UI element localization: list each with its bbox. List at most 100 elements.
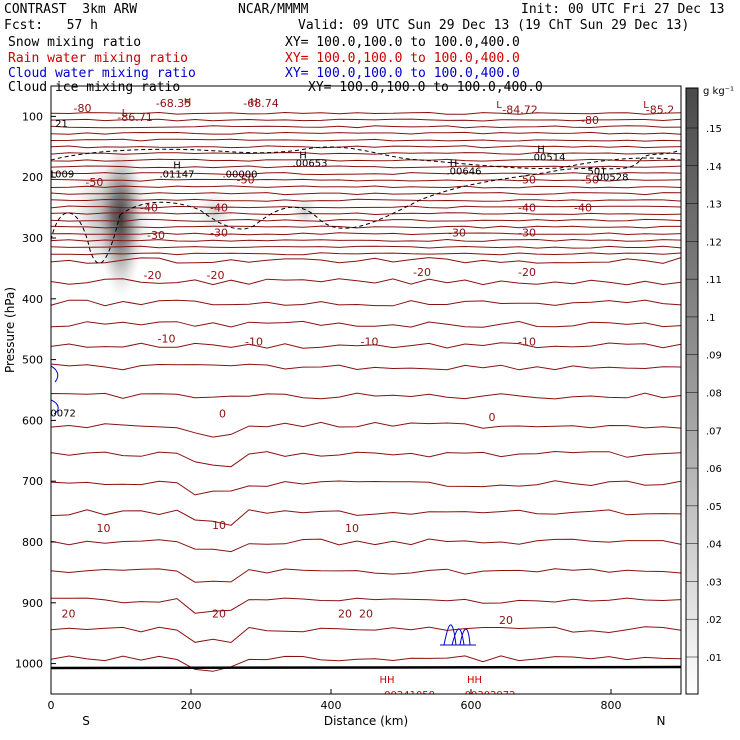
temperature-contour-label: 0: [489, 411, 496, 424]
temperature-contour-line: [51, 278, 681, 286]
temperature-contour-label: -40: [140, 202, 158, 215]
contour-labels: -80 -68.35 -68.74 -86.71 -84.72 -80 -85.2 -50 -5…: [51, 97, 674, 701]
temperature-contour-label: -20: [144, 269, 162, 282]
temperature-contour-label: -50: [581, 174, 599, 187]
cloud-water-contour-bottom: [440, 624, 476, 646]
colorbar-tick-label: .04: [706, 540, 722, 551]
extremum-label: 501: [587, 167, 606, 178]
cloud-ice-contour: [51, 146, 681, 264]
temperature-contours: [51, 111, 681, 672]
colorbar-tick-label: .02: [706, 615, 722, 626]
y-tick-label: 500: [22, 354, 43, 367]
temperature-contour-line: [51, 158, 681, 162]
extremum-label: .00514: [531, 153, 566, 164]
colorbar-tick-label: .09: [706, 351, 722, 362]
temperature-contour-label: -80: [74, 102, 92, 115]
temperature-contour-label: -50: [518, 174, 536, 187]
colorbar-ramp: [685, 87, 699, 695]
temperature-contour-line: [51, 538, 681, 553]
extremum-label: H: [450, 159, 458, 170]
temperature-contour-line: [51, 238, 681, 242]
y-tick-label: 800: [22, 536, 43, 549]
temperature-contour-line: [51, 626, 681, 644]
temperature-contour-label: -50: [85, 176, 103, 189]
temperature-contour-label: -20: [413, 266, 431, 279]
temperature-contour-line: [51, 138, 681, 142]
y-tick-label: 700: [22, 475, 43, 488]
temperature-contour-line: [51, 245, 681, 249]
colorbar-tick-label: .13: [706, 200, 722, 211]
temperature-contour-label: -68.35: [156, 97, 191, 110]
temperature-contour-label: 10: [97, 522, 111, 535]
plot-area: -80 -68.35 -68.74 -86.71 -84.72 -80 -85.2 -50 -5…: [51, 97, 681, 701]
temperature-contour-line: [51, 111, 681, 115]
colorbar-ticks: .15 .14 .13 .12 .11 .1 .09 .08 .07 .06 .05 .04 .03 .0…: [686, 124, 722, 664]
extremum-label: .00302972: [461, 690, 515, 701]
legend-cloudwater-xy: XY= 100.0,100.0 to 100.0,400.0: [285, 66, 520, 81]
temperature-contour-line: [51, 172, 681, 176]
extremum-label: L: [643, 100, 649, 111]
legend-cloudwater-label: Cloud water mixing ratio: [8, 66, 196, 81]
temperature-contour-line: [51, 597, 681, 614]
temperature-contour-line: [51, 320, 681, 328]
legend-cloudice-xy: XY= 100.0,100.0 to 100.0,400.0: [308, 80, 543, 95]
legend-snow-label: Snow mixing ratio: [8, 35, 142, 50]
temperature-contour-label: -85.2: [646, 104, 674, 117]
temperature-contour-line: [51, 252, 681, 256]
temperature-contour-line: [51, 151, 681, 155]
temperature-contour-label: 0: [219, 408, 226, 421]
legend-xy-top: XY= 100.0,100.0 to 100.0,400.0: [285, 35, 520, 50]
temperature-contour-line: [51, 363, 681, 371]
temperature-contour-label: -50: [237, 174, 255, 187]
temperature-contour-line: [51, 212, 681, 216]
colorbar-tick-label: .01: [706, 653, 722, 664]
temperature-contour-line: [51, 145, 681, 149]
colorbar-tick-label: .12: [706, 237, 722, 248]
temperature-contour-label: -20: [518, 266, 536, 279]
legend-rain-label: Rain water mixing ratio: [8, 51, 189, 66]
temperature-contour-label: -68.74: [243, 97, 278, 110]
legend-cloudice-label: Cloud ice mixing ratio: [8, 80, 181, 95]
temperature-contour-line: [51, 568, 681, 583]
temperature-contour-line: [51, 509, 681, 526]
x-tick-label: 400: [321, 699, 342, 712]
snow-shading-weak-2: [291, 194, 319, 230]
colorbar-tick-label: .11: [706, 275, 722, 286]
extremum-label: .00646: [447, 167, 482, 178]
plot-frame: [50, 85, 682, 695]
temperature-contour-line: [51, 178, 681, 182]
temperature-contour-label: 20: [62, 608, 76, 621]
y-tick-label: 1000: [15, 658, 43, 671]
temperature-contour-line: [51, 480, 681, 496]
y-tick-label: 900: [22, 597, 43, 610]
temperature-contour-line: [51, 225, 681, 229]
y-tick-label: 100: [22, 110, 43, 123]
temperature-contour-label: -30: [518, 227, 536, 240]
ground-line: [51, 665, 681, 670]
temperature-contour-label: -30: [210, 227, 228, 240]
extremum-label: HH: [379, 675, 394, 686]
y-tick-label: 400: [22, 293, 43, 306]
temperature-contour-label: 20: [212, 608, 226, 621]
colorbar-tick-label: .08: [706, 389, 722, 400]
temperature-contour-label: -40: [210, 202, 228, 215]
temperature-contour-label: -40: [518, 202, 536, 215]
colorbar: g kg⁻¹ .15 .14 .13 .12 .11 .1 .09 .08 .07 .06 .05.…: [685, 86, 734, 695]
temperature-contour-label: -84.72: [502, 104, 537, 117]
temperature-contour-line: [51, 205, 681, 209]
extremum-label: H: [173, 160, 181, 171]
temperature-contour-line: [51, 185, 681, 189]
temperature-contour-line: [51, 342, 681, 349]
colorbar-tick-label: .1: [706, 313, 716, 324]
x-end-label-left: S: [82, 714, 90, 728]
temperature-contour-line: [51, 118, 681, 122]
x-tick-label: 200: [181, 699, 202, 712]
colorbar-tick-label: .03: [706, 577, 722, 588]
temperature-contour-label: -10: [158, 332, 176, 345]
colorbar-tick-label: .06: [706, 464, 722, 475]
temperature-contour-label: 20: [338, 608, 352, 621]
extremum-label: .01147: [160, 170, 195, 181]
temperature-contour-label: -80: [581, 114, 599, 127]
